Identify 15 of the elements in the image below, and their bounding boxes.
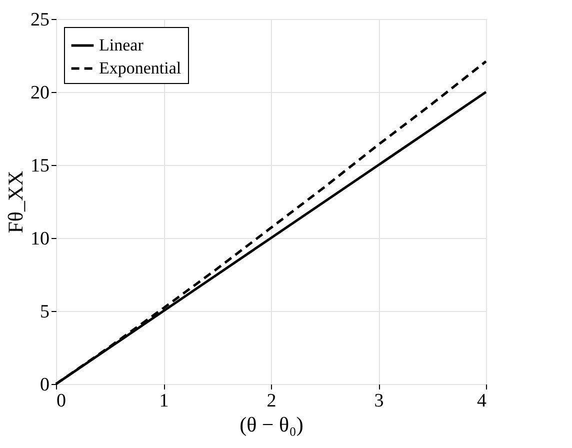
y-axis-title: Fθ_XX (4, 170, 28, 234)
x-tick-label: 2 (266, 390, 276, 412)
y-tick-label: 5 (40, 302, 50, 322)
y-tick-label: 15 (30, 156, 50, 176)
y-tick-label: 10 (30, 228, 50, 250)
legend-label: Linear (99, 36, 144, 54)
x-tick-label: 0 (56, 390, 66, 412)
y-tick-label: 20 (30, 82, 50, 104)
y-tick-label: 0 (40, 374, 50, 396)
x-tick-label: 4 (477, 390, 487, 412)
y-tick-label: 25 (30, 10, 50, 30)
legend-label: Exponential (99, 58, 182, 78)
x-tick-label: 3 (374, 390, 384, 412)
x-tick-label: 1 (159, 390, 169, 412)
x-axis-title: (θ − θ₀) (240, 412, 304, 436)
